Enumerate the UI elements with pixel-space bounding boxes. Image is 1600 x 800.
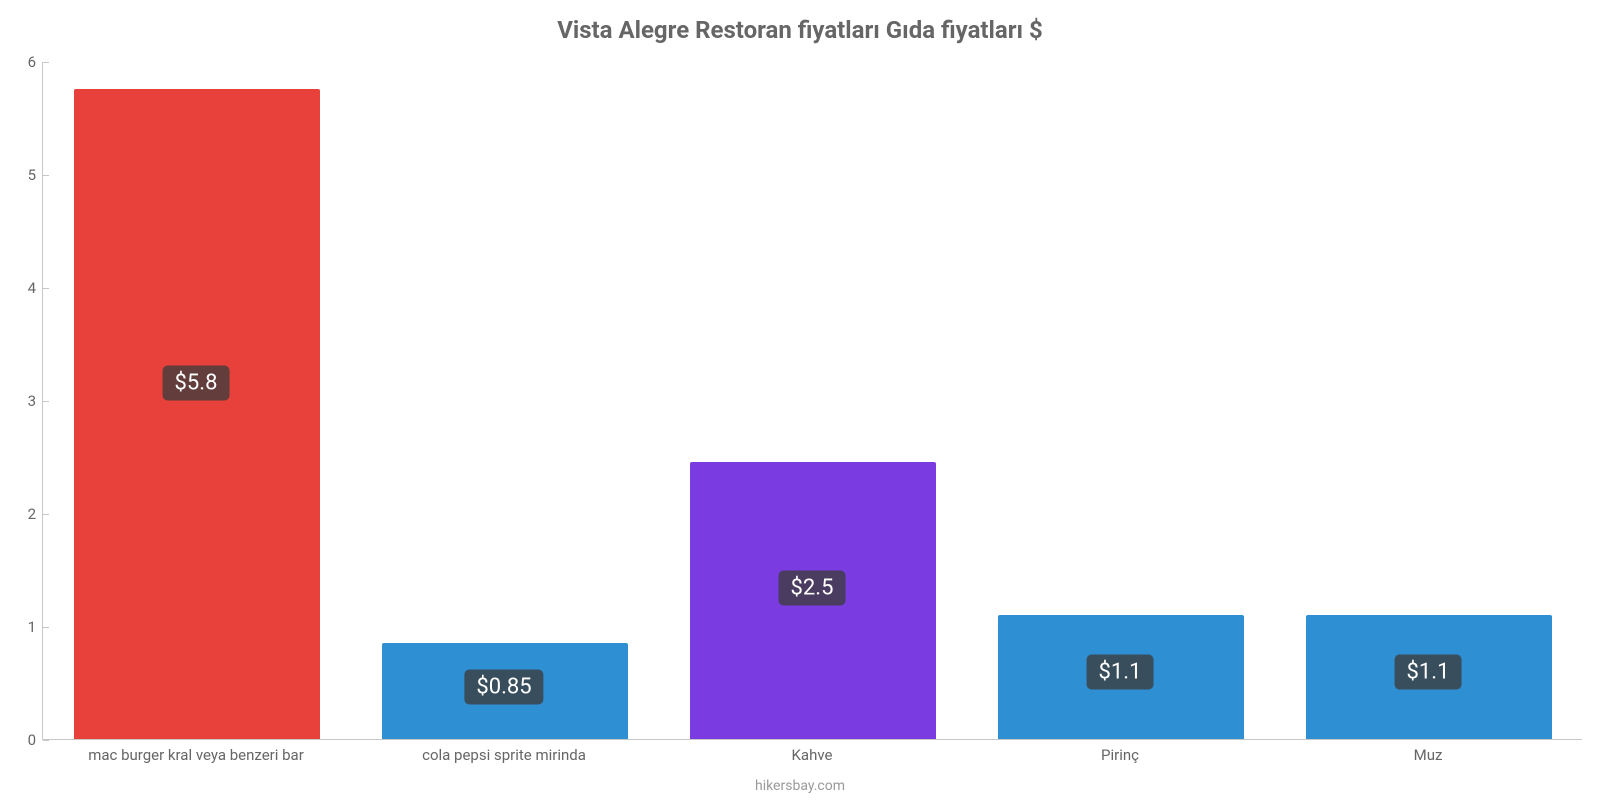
bar-value-label: $2.5 — [779, 570, 846, 605]
x-axis-label: Muz — [1414, 746, 1443, 764]
bar-value-label: $1.1 — [1087, 654, 1154, 689]
bar-value-label: $1.1 — [1395, 654, 1462, 689]
price-bar-chart: Vista Alegre Restoran fiyatları Gıda fiy… — [0, 0, 1600, 800]
attribution-text: hikersbay.com — [0, 778, 1600, 794]
bar — [74, 89, 320, 739]
y-tick-label: 3 — [28, 392, 36, 410]
x-axis-label: mac burger kral veya benzeri bar — [88, 746, 304, 764]
y-tick-label: 1 — [28, 618, 36, 636]
x-axis-label: Pirinç — [1101, 746, 1139, 764]
y-tick-label: 4 — [28, 279, 36, 297]
bars-container — [43, 62, 1582, 739]
y-tick-label: 6 — [28, 53, 36, 71]
plot-area — [42, 62, 1582, 740]
chart-title: Vista Alegre Restoran fiyatları Gıda fiy… — [0, 16, 1600, 44]
x-axis-label: Kahve — [792, 746, 833, 764]
bar-value-label: $0.85 — [464, 670, 543, 705]
y-tick-label: 2 — [28, 505, 36, 523]
y-tick-label: 0 — [28, 731, 36, 749]
bar-value-label: $5.8 — [163, 365, 230, 400]
y-tick — [43, 740, 49, 741]
y-tick-label: 5 — [28, 166, 36, 184]
x-axis-label: cola pepsi sprite mirinda — [422, 746, 586, 764]
